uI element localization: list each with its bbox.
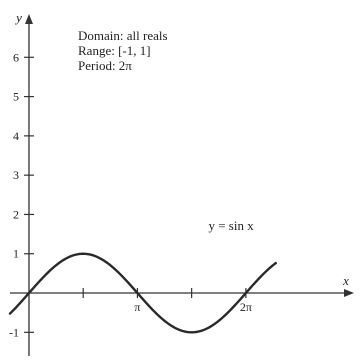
axes: x y [10,10,354,356]
y-tick-label-4: 4 [13,129,19,143]
y-ticks: -1 1 2 3 4 5 6 [9,50,34,339]
series-line-sine [8,252,277,334]
y-tick-label-2: 2 [13,207,19,221]
y-axis-label: y [14,10,22,25]
x-axis-label: x [342,273,349,288]
info-box: Domain: all reals Range: [-1, 1] Period:… [78,28,168,73]
domain-text: Domain: all reals [78,28,168,43]
period-text: Period: 2π [78,58,132,73]
x-tick-label-3: 2π [240,300,252,314]
y-tick-label-3: 3 [13,168,19,182]
y-axis-arrow [24,14,33,24]
x-tick-label-1: π [134,300,140,314]
y-tick-label-0: -1 [9,325,19,339]
y-tick-label-5: 5 [13,90,19,104]
x-axis-arrow [344,289,354,298]
x-ticks: π 2π [82,288,252,314]
y-tick-label-6: 6 [13,50,19,64]
y-tick-label-1: 1 [13,247,19,261]
curve-label: y = sin x [208,218,254,233]
range-text: Range: [-1, 1] [78,43,151,58]
